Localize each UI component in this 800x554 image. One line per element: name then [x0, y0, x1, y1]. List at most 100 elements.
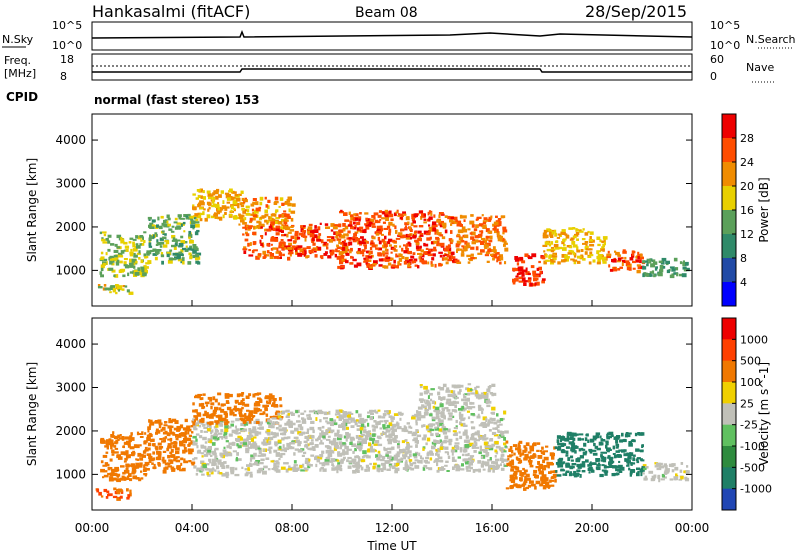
power-echo-cell: [479, 223, 484, 226]
velocity-echo-cell: [583, 442, 587, 447]
power-echo-cell: [319, 255, 323, 258]
power-echo-cell: [313, 229, 319, 233]
velocity-echo-cell: [297, 449, 303, 453]
velocity-echo-cell: [309, 464, 313, 467]
velocity-echo-cell: [297, 431, 302, 435]
velocity-echo-region: [267, 409, 509, 474]
velocity-echo-cell: [435, 422, 439, 425]
power-echo-cell: [463, 247, 468, 252]
velocity-echo-cell: [632, 454, 636, 457]
power-echo-cell: [531, 253, 537, 258]
power-echo-cell: [602, 243, 605, 248]
power-echo-cell: [108, 267, 114, 271]
power-echo-cell: [400, 234, 405, 239]
velocity-echo-cell: [319, 454, 324, 458]
velocity-echo-cell: [572, 437, 576, 441]
power-echo-cell: [176, 256, 181, 260]
power-colorbar-tick-label: 16: [740, 204, 754, 217]
velocity-echo-cell: [190, 425, 196, 428]
velocity-echo-cell: [321, 432, 327, 436]
power-echo-region: [642, 257, 690, 279]
cpid-label: CPID: [6, 90, 38, 104]
power-echo-cell: [129, 253, 133, 257]
power-echo-region: [99, 231, 152, 278]
power-echo-cell: [538, 266, 542, 271]
power-echo-cell: [348, 241, 353, 246]
power-echo-cell: [382, 211, 387, 215]
velocity-echo-cell: [318, 435, 323, 438]
velocity-echo-cell: [571, 445, 576, 449]
velocity-echo-cell: [364, 418, 368, 422]
power-echo-cell: [252, 198, 257, 201]
power-echo-cell: [420, 249, 424, 253]
power-echo-cell: [596, 251, 600, 255]
power-echo-cell: [495, 215, 498, 218]
velocity-echo-cell: [298, 433, 304, 436]
freq-line: [92, 68, 692, 73]
velocity-echo-cell: [333, 447, 337, 451]
velocity-echo-cell: [375, 411, 379, 414]
velocity-echo-region: [95, 487, 132, 501]
velocity-echo-cell: [514, 476, 518, 480]
velocity-echo-cell: [485, 400, 489, 404]
power-echo-cell: [139, 243, 142, 246]
power-echo-cell: [423, 213, 426, 217]
power-echo-cell: [566, 257, 569, 262]
power-echo-cell: [435, 236, 440, 240]
power-echo-cell: [99, 271, 103, 275]
power-echo-cell: [433, 240, 438, 244]
power-echo-cell: [226, 194, 231, 197]
power-echo-cell: [561, 254, 567, 258]
power-echo-cell: [404, 260, 410, 264]
velocity-echo-cell: [267, 432, 271, 436]
velocity-echo-cell: [341, 416, 344, 420]
velocity-echo-cell: [162, 456, 165, 461]
power-echo-cell: [476, 216, 482, 219]
power-echo-cell: [168, 257, 173, 261]
power-echo-cell: [317, 226, 321, 231]
velocity-echo-cell: [181, 467, 186, 472]
velocity-echo-cell: [144, 461, 150, 465]
velocity-echo-cell: [248, 414, 252, 419]
velocity-echo-cell: [451, 446, 455, 451]
velocity-echo-cell: [600, 454, 603, 458]
velocity-echo-cell: [344, 422, 348, 427]
velocity-echo-cell: [467, 387, 473, 392]
power-echo-cell: [198, 202, 202, 207]
velocity-echo-cell: [206, 423, 210, 428]
power-colorbar-tick-label: 24: [740, 156, 754, 169]
velocity-echo-cell: [102, 464, 108, 467]
power-echo-cell: [137, 267, 140, 270]
velocity-echo-cell: [510, 468, 514, 472]
velocity-echo-cell: [357, 440, 360, 444]
power-echo-cell: [442, 224, 447, 229]
power-echo-cell: [98, 286, 103, 289]
velocity-echo-cell: [183, 447, 187, 450]
velocity-echo-cell: [221, 417, 227, 422]
velocity-echo-cell: [164, 430, 168, 433]
velocity-echo-cell: [475, 390, 478, 395]
velocity-echo-cell: [434, 427, 440, 431]
velocity-echo-cell: [158, 422, 163, 426]
power-echo-cell: [412, 220, 416, 224]
velocity-echo-cell: [431, 445, 436, 450]
velocity-echo-cell: [393, 435, 398, 439]
power-echo-cell: [147, 216, 152, 220]
power-echo-cell: [102, 241, 108, 244]
power-echo-cell: [536, 267, 540, 271]
power-echo-cell: [384, 248, 388, 252]
power-echo-cell: [129, 264, 134, 268]
velocity-echo-cell: [392, 433, 395, 437]
power-echo-cell: [376, 220, 381, 224]
power-echo-cell: [531, 283, 537, 287]
power-echo-cell: [294, 233, 299, 237]
velocity-echo-cell: [170, 442, 176, 445]
power-echo-cell: [111, 269, 116, 273]
power-echo-cell: [628, 267, 632, 271]
velocity-echo-cell: [557, 443, 561, 446]
power-echo-cell: [280, 230, 284, 233]
velocity-echo-cell: [129, 446, 135, 450]
velocity-echo-cell: [278, 445, 282, 449]
velocity-echo-cell: [524, 477, 528, 482]
velocity-echo-cell: [234, 425, 237, 429]
